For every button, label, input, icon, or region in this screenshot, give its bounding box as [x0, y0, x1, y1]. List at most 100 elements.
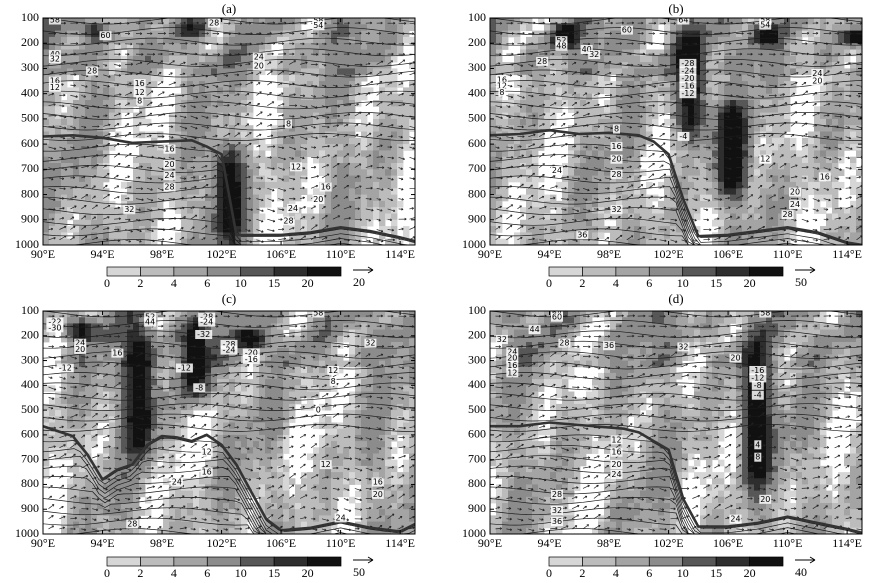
contour-value-label: 36	[577, 230, 587, 239]
contour-value-label: -22	[48, 318, 61, 327]
contour-value-label: 32	[552, 506, 562, 515]
contour-value-label: 24	[75, 339, 85, 348]
colorbar-tick-label: 0	[104, 566, 110, 580]
contour-value-label: 60	[622, 26, 632, 35]
y-tick-label: 400	[468, 377, 486, 391]
x-tick-label: 106°E	[266, 536, 296, 550]
contour-value-label: 0	[316, 406, 321, 415]
contour-value-label: 54	[760, 21, 770, 30]
contour-value-label: 36	[552, 517, 562, 526]
contour-value-label: 12	[507, 368, 517, 377]
wind-vectors	[48, 314, 415, 533]
contour-value-label: -16	[681, 82, 694, 91]
y-tick-label: 600	[468, 427, 486, 441]
contour-value-label: -24	[222, 346, 235, 355]
contour-value-label: 44	[145, 318, 155, 327]
contour-value-label: 32	[589, 50, 599, 59]
colorbar-tick-label: 2	[137, 276, 143, 290]
x-tick-label: 98°E	[597, 536, 621, 550]
contour-value-label: -20	[245, 349, 258, 358]
contour-value-label: -30	[48, 323, 61, 332]
contour-value-label: -28	[681, 59, 694, 68]
contour-value-label: 8	[499, 88, 504, 97]
contour-value-label: -32	[197, 330, 210, 339]
y-tick-label: 500	[468, 402, 486, 416]
x-tick-label: 90°E	[31, 247, 55, 261]
contour-value-label: 28	[209, 19, 219, 28]
wind-vectors	[495, 21, 862, 243]
contour-value-label: -20	[681, 74, 694, 83]
colorbar-tick-label: 15	[268, 566, 280, 580]
x-tick-label: 90°E	[478, 536, 502, 550]
y-tick-label: 800	[468, 186, 486, 200]
plot-frame	[42, 310, 416, 535]
x-tick-label: 110°E	[326, 536, 356, 550]
contour-value-label: 24	[288, 204, 298, 213]
colorbar-tick-label: 6	[646, 566, 652, 580]
x-tick-label: 110°E	[326, 247, 356, 261]
contour-value-label: 32	[497, 335, 507, 344]
contour-value-label: 24	[254, 53, 264, 62]
contour-value-label: 32	[50, 54, 60, 63]
contour-lines	[43, 311, 415, 534]
y-tick-label: 1000	[462, 526, 486, 540]
x-tick-label: 94°E	[90, 247, 114, 261]
contour-value-label: 24	[730, 515, 740, 524]
contour-value-label: 16	[497, 75, 507, 84]
contour-value-label: 12	[202, 448, 212, 457]
y-tick-label: 800	[21, 186, 39, 200]
contour-value-label: 16	[164, 145, 174, 154]
y-tick-label: 100	[468, 10, 486, 24]
colorbar-tick-label: 2	[579, 566, 585, 580]
contour-value-label: 24	[172, 478, 182, 487]
contour-value-label: 20	[254, 61, 264, 70]
x-tick-label: 98°E	[597, 247, 621, 261]
vector-reference: 50	[795, 266, 816, 289]
contour-value-label: 24	[336, 513, 346, 522]
contour-labels: 6460443224201612283632-16-12-8-448201216…	[495, 311, 772, 527]
colorbar-tick-label: 0	[104, 276, 110, 290]
x-tick-label: 98°E	[150, 536, 174, 550]
y-tick-label: 900	[21, 212, 39, 226]
panel-label: (a)	[222, 1, 236, 16]
colorbar-tick-label: 10	[235, 276, 247, 290]
x-tick-label: 94°E	[537, 536, 561, 550]
vector-reference-label: 20	[353, 275, 365, 289]
contour-value-label: 12	[50, 83, 60, 92]
contour-value-label: -24	[681, 67, 694, 76]
y-tick-label: 600	[21, 427, 39, 441]
colorbar-tick-label: 20	[302, 276, 314, 290]
y-tick-label: 500	[468, 111, 486, 125]
contour-value-label: 20	[164, 160, 174, 169]
contour-value-label: 20	[507, 354, 517, 363]
vector-reference-label: 50	[353, 565, 365, 579]
x-tick-label: 94°E	[90, 536, 114, 550]
colorbar-tick-label: 2	[579, 276, 585, 290]
contour-value-label: 20	[611, 155, 621, 164]
contour-value-label: -12	[751, 373, 764, 382]
contour-value-label: 20	[373, 490, 383, 499]
x-tick-label: 98°E	[150, 247, 174, 261]
x-tick-label: 102°E	[206, 247, 236, 261]
contour-value-label: 8	[137, 97, 142, 106]
panel-label: (b)	[668, 1, 683, 16]
contour-value-label: 16	[611, 142, 621, 151]
contour-value-label: 28	[559, 339, 569, 348]
plot-frame	[489, 310, 863, 535]
contour-value-label: 24	[812, 69, 822, 78]
x-tick-label: 102°E	[653, 247, 683, 261]
contour-value-label: 20	[313, 195, 323, 204]
contour-value-label: 16	[373, 478, 383, 487]
colorbar-tick-label: 10	[677, 276, 689, 290]
y-tick-label: 300	[21, 352, 39, 366]
contour-value-label: 52	[145, 313, 155, 322]
x-tick-label: 114°E	[832, 247, 862, 261]
y-tick-label: 700	[468, 161, 486, 175]
colorbar: 0 2 4 6 10 15 20	[104, 266, 342, 290]
contour-value-label: 8	[286, 119, 291, 128]
y-tick-label: 600	[468, 136, 486, 150]
contour-value-label: 28	[127, 520, 137, 529]
colorbar-tick-label: 6	[204, 276, 210, 290]
